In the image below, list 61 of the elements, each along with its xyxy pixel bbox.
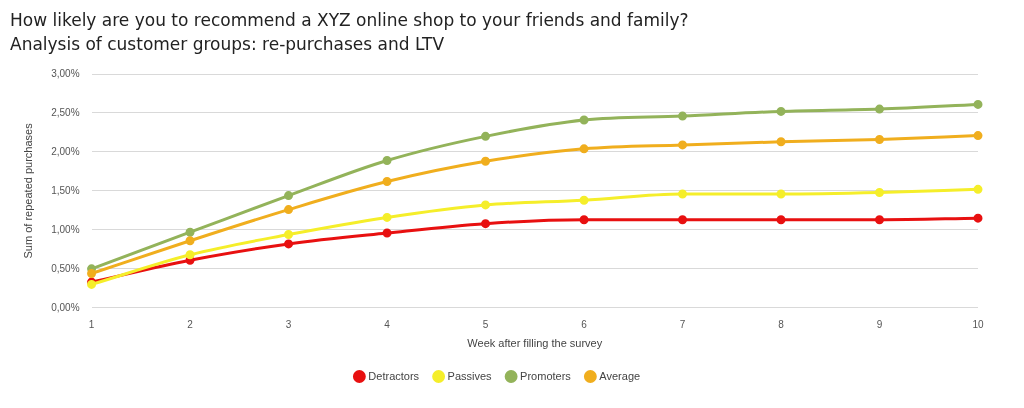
x-tick-label: 9 bbox=[876, 318, 883, 330]
point bbox=[481, 131, 491, 141]
x-tick-label: 5 bbox=[482, 318, 489, 330]
point bbox=[579, 195, 589, 205]
x-tick-label: 2 bbox=[187, 318, 194, 330]
point bbox=[678, 215, 688, 225]
chart-subtitle: Analysis of customer groups: re-purchases and LTV bbox=[9, 33, 446, 56]
point bbox=[973, 99, 983, 109]
point bbox=[87, 269, 97, 279]
point bbox=[284, 239, 294, 249]
point bbox=[185, 227, 195, 237]
point bbox=[678, 189, 688, 199]
point bbox=[875, 134, 885, 144]
point bbox=[579, 144, 589, 154]
legend-label: Promoters bbox=[520, 369, 572, 382]
x-tick-label: 6 bbox=[581, 318, 588, 330]
point bbox=[875, 215, 885, 225]
point bbox=[776, 137, 786, 147]
point bbox=[875, 187, 885, 197]
point bbox=[481, 219, 491, 229]
y-tick-label: 1,50% bbox=[51, 184, 80, 196]
point bbox=[382, 177, 392, 187]
point bbox=[284, 191, 294, 201]
x-tick-label: 3 bbox=[285, 318, 292, 330]
point bbox=[481, 156, 491, 166]
x-tick-label: 4 bbox=[384, 318, 391, 330]
point bbox=[382, 156, 392, 166]
x-tick-label: 1 bbox=[88, 318, 95, 330]
point bbox=[579, 115, 589, 125]
point bbox=[776, 106, 786, 116]
y-tick-label: 0,00% bbox=[51, 301, 80, 313]
y-axis-title: Sum of repeated purchases bbox=[21, 122, 34, 259]
point bbox=[973, 184, 983, 194]
point bbox=[185, 236, 195, 246]
point bbox=[678, 111, 688, 121]
legend-label: Detractors bbox=[368, 369, 420, 382]
point bbox=[284, 230, 294, 240]
y-tick-label: 2,50% bbox=[51, 106, 80, 118]
point bbox=[875, 104, 885, 114]
legend-label: Passives bbox=[447, 369, 493, 382]
point bbox=[382, 228, 392, 238]
y-tick-label: 3,00% bbox=[51, 67, 80, 79]
point bbox=[973, 131, 983, 141]
y-tick-label: 0,50% bbox=[51, 262, 80, 274]
point bbox=[973, 213, 983, 223]
point bbox=[185, 250, 195, 260]
x-tick-label: 8 bbox=[778, 318, 785, 330]
point bbox=[579, 215, 589, 225]
chart-title: How likely are you to recommend a XYZ online shop to your friends and family? bbox=[9, 9, 690, 32]
point bbox=[678, 140, 688, 150]
x-tick-label: 10 bbox=[972, 318, 984, 330]
y-tick-label: 1,00% bbox=[51, 223, 80, 235]
point bbox=[382, 212, 392, 222]
x-tick-label: 7 bbox=[679, 318, 686, 330]
point bbox=[284, 205, 294, 215]
x-axis-title: Week after filling the survey bbox=[467, 337, 603, 350]
point bbox=[776, 215, 786, 225]
legend-label: Average bbox=[599, 369, 641, 382]
y-tick-label: 2,00% bbox=[51, 145, 80, 157]
point bbox=[776, 189, 786, 199]
point bbox=[481, 200, 491, 210]
